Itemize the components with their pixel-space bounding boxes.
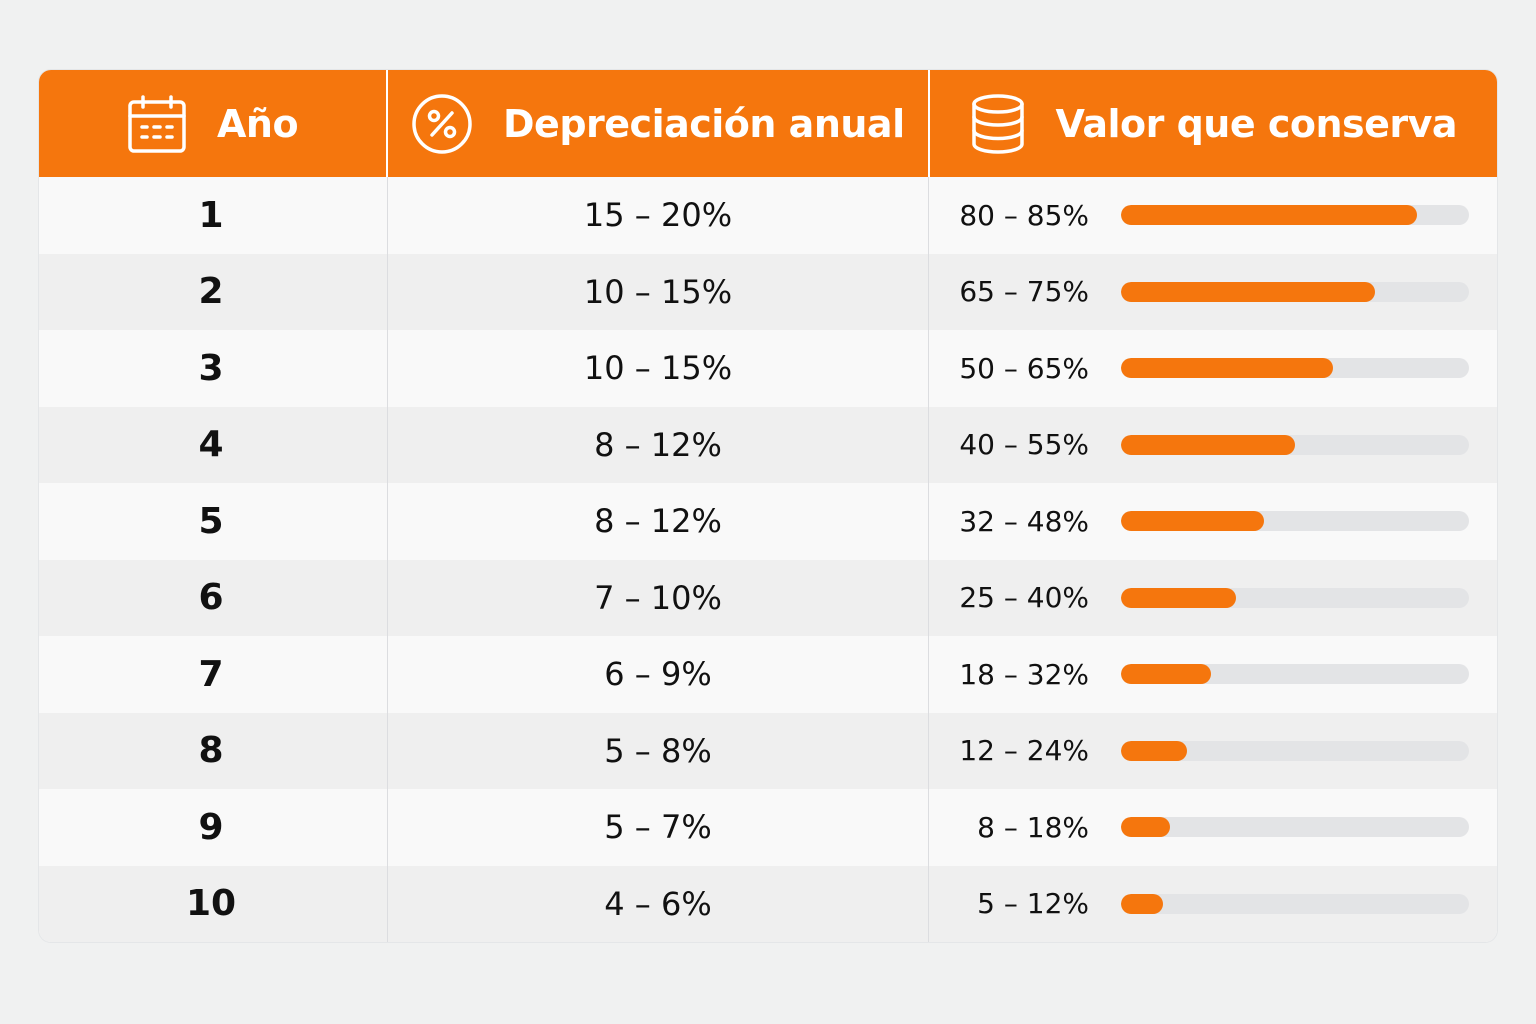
depreciation-cell: 10 – 15% [387, 253, 928, 330]
value-bar-fill [1121, 587, 1236, 608]
value-bar-track [1121, 664, 1469, 685]
value-bar-track [1121, 205, 1469, 226]
year-cell: 1 [198, 194, 224, 236]
value-retained-label: 40 – 55% [959, 428, 1089, 462]
table-body: 1 15 – 20% 80 – 85% 2 10 – 15% 65 – 75% 3 10 – … [39, 177, 1497, 942]
value-bar-track [1121, 740, 1469, 761]
table-row: 7 6 – 9% 18 – 32% [39, 636, 1497, 713]
value-cell: 5 – 12% [928, 865, 1497, 942]
value-retained-label: 65 – 75% [959, 275, 1089, 309]
value-bar-track [1121, 434, 1469, 455]
value-retained-label: 12 – 24% [959, 734, 1089, 768]
value-cell: 18 – 32% [928, 636, 1497, 713]
year-cell: 4 [198, 424, 224, 466]
value-bar-track [1121, 817, 1469, 838]
table-row: 8 5 – 8% 12 – 24% [39, 712, 1497, 789]
value-bar-fill [1121, 281, 1376, 302]
value-retained-label: 50 – 65% [959, 351, 1089, 385]
value-bar-fill [1121, 434, 1295, 455]
table-row: 6 7 – 10% 25 – 40% [39, 559, 1497, 636]
value-retained-label: 25 – 40% [959, 581, 1089, 615]
value-bar-fill [1121, 205, 1417, 226]
header-depreciation: Depreciación anual [386, 70, 928, 177]
year-cell: 8 [198, 730, 224, 772]
header-depreciation-label: Depreciación anual [503, 101, 905, 146]
depreciation-cell: 7 – 10% [387, 559, 928, 636]
value-bar-fill [1121, 817, 1170, 838]
value-bar-track [1121, 281, 1469, 302]
year-cell: 10 [185, 883, 237, 925]
table-row: 5 8 – 12% 32 – 48% [39, 483, 1497, 560]
coin-stack-icon [970, 93, 1026, 155]
value-retained-label: 5 – 12% [977, 887, 1089, 921]
table-row: 3 10 – 15% 50 – 65% [39, 330, 1497, 407]
value-cell: 50 – 65% [928, 330, 1497, 407]
table-row: 4 8 – 12% 40 – 55% [39, 406, 1497, 483]
value-cell: 8 – 18% [928, 789, 1497, 866]
depreciation-table: Año Depreciación anual [39, 70, 1497, 942]
depreciation-cell: 15 – 20% [387, 177, 928, 254]
depreciation-cell: 4 – 6% [387, 865, 928, 942]
year-cell: 3 [198, 347, 224, 389]
value-bar-fill [1121, 358, 1334, 379]
header-value: Valor que conserva [927, 70, 1497, 177]
header-year: Año [39, 70, 386, 177]
value-cell: 40 – 55% [928, 406, 1497, 483]
header-value-label: Valor que conserva [1055, 101, 1458, 146]
year-cell: 6 [198, 577, 224, 619]
value-cell: 12 – 24% [928, 712, 1497, 789]
depreciation-cell: 8 – 12% [387, 483, 928, 560]
value-cell: 80 – 85% [928, 177, 1497, 254]
value-retained-label: 18 – 32% [959, 657, 1089, 691]
table-row: 1 15 – 20% 80 – 85% [39, 177, 1497, 254]
table-row: 10 4 – 6% 5 – 12% [39, 865, 1497, 942]
depreciation-cell: 8 – 12% [387, 406, 928, 483]
depreciation-cell: 10 – 15% [387, 330, 928, 407]
value-bar-fill [1121, 893, 1163, 914]
value-retained-label: 80 – 85% [959, 198, 1089, 232]
value-bar-track [1121, 358, 1469, 379]
value-retained-label: 8 – 18% [977, 810, 1089, 844]
value-cell: 25 – 40% [928, 559, 1497, 636]
value-bar-fill [1121, 511, 1264, 532]
table-row: 2 10 – 15% 65 – 75% [39, 253, 1497, 330]
depreciation-cell: 5 – 8% [387, 712, 928, 789]
value-bar-fill [1121, 664, 1212, 685]
depreciation-cell: 5 – 7% [387, 789, 928, 866]
year-cell: 5 [198, 500, 224, 542]
year-cell: 9 [198, 806, 224, 848]
value-bar-track [1121, 893, 1469, 914]
header-year-label: Año [216, 101, 299, 146]
table-row: 9 5 – 7% 8 – 18% [39, 789, 1497, 866]
value-retained-label: 32 – 48% [959, 504, 1089, 538]
value-bar-track [1121, 511, 1469, 532]
value-cell: 65 – 75% [928, 253, 1497, 330]
percent-circle-icon [411, 93, 473, 155]
value-cell: 32 – 48% [928, 483, 1497, 560]
value-bar-track [1121, 587, 1469, 608]
calendar-icon [127, 94, 187, 154]
depreciation-cell: 6 – 9% [387, 636, 928, 713]
year-cell: 2 [198, 271, 224, 313]
table-header: Año Depreciación anual [39, 70, 1497, 177]
value-bar-fill [1121, 740, 1188, 761]
year-cell: 7 [198, 653, 224, 695]
